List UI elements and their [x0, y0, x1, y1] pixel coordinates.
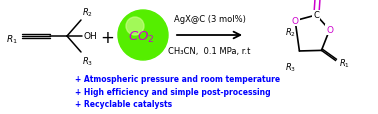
Text: $R_2$: $R_2$	[285, 26, 296, 39]
Text: OH: OH	[83, 32, 97, 41]
Text: O: O	[292, 17, 299, 26]
Text: $R_1$: $R_1$	[6, 33, 18, 46]
Text: $R_3$: $R_3$	[285, 61, 296, 74]
Text: $R_1$: $R_1$	[339, 57, 350, 69]
Text: + High efficiency and simple post-processing: + High efficiency and simple post-proces…	[75, 88, 271, 97]
Text: AgX@C (3 mol%): AgX@C (3 mol%)	[174, 15, 245, 24]
Text: $R_2$: $R_2$	[82, 6, 93, 19]
Text: + Atmospheric pressure and room temperature: + Atmospheric pressure and room temperat…	[75, 75, 280, 84]
Text: CH₃CN,  0.1 MPa, r.t: CH₃CN, 0.1 MPa, r.t	[168, 47, 251, 56]
Circle shape	[126, 18, 144, 36]
Text: $R_3$: $R_3$	[82, 54, 93, 67]
Text: +: +	[100, 29, 114, 47]
Circle shape	[118, 11, 168, 60]
Text: O: O	[326, 26, 333, 35]
Text: + Recyclable catalysts: + Recyclable catalysts	[75, 100, 172, 109]
Text: $CO_2$: $CO_2$	[128, 29, 154, 44]
Text: C: C	[313, 11, 319, 20]
